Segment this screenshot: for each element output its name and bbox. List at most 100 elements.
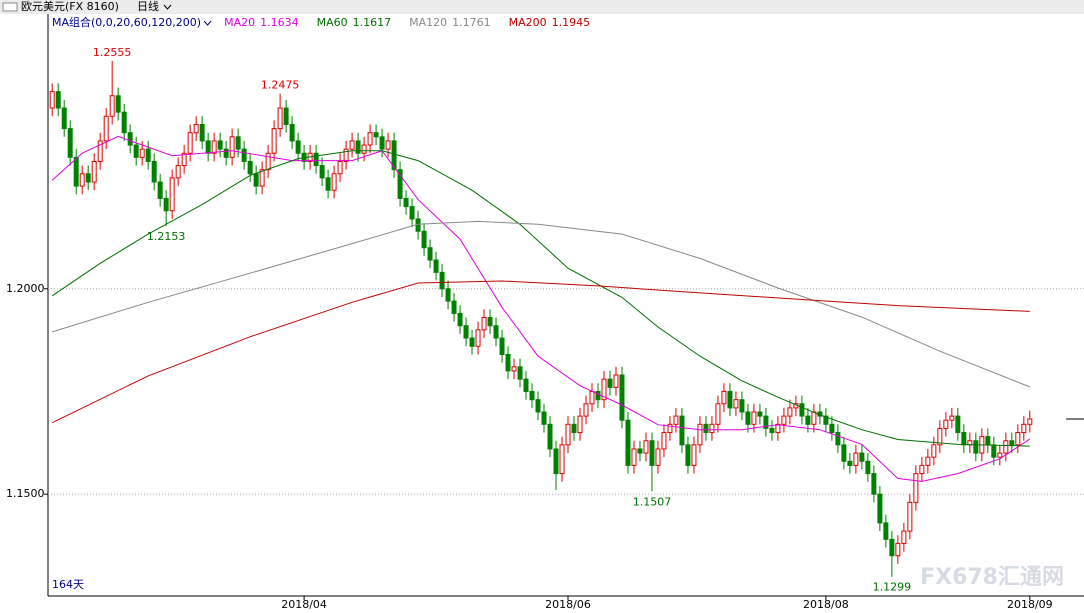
candle-up: [751, 411, 757, 425]
candle-down: [391, 140, 397, 171]
candle-down: [763, 415, 769, 429]
candle-up: [631, 448, 637, 466]
candle-down: [247, 160, 253, 175]
candle-down: [157, 181, 163, 199]
candle-up: [481, 317, 487, 331]
y-tick-label: 1.1500: [6, 487, 45, 500]
candle-up: [193, 123, 199, 134]
candle-up: [691, 444, 697, 466]
symbol: 欧元美元(FX 8160): [21, 0, 119, 13]
candle-down: [223, 148, 229, 158]
candle-down: [595, 390, 601, 401]
candle-up: [733, 399, 739, 409]
candle-down: [607, 378, 613, 388]
candle-down: [445, 288, 451, 302]
candle-down: [847, 460, 853, 466]
candle-down: [199, 123, 205, 142]
candle-down: [547, 423, 553, 450]
candle-down: [871, 473, 877, 495]
candle-down: [427, 247, 433, 261]
candle-down: [121, 111, 127, 134]
candle-down: [649, 440, 655, 466]
candle-down: [373, 132, 379, 138]
candle-down: [295, 140, 301, 154]
candle-up: [1015, 432, 1021, 446]
candle-down: [85, 173, 91, 183]
candle-up: [1027, 418, 1033, 425]
candle-down: [313, 152, 319, 167]
plot-area: [48, 14, 1084, 596]
candle-down: [835, 432, 841, 446]
candle-up: [787, 407, 793, 417]
candle-down: [553, 448, 559, 475]
candle-up: [925, 456, 931, 466]
candle-up: [139, 148, 145, 158]
candle-up: [667, 423, 673, 434]
candle-down: [889, 538, 895, 557]
candle-down: [355, 140, 361, 154]
candle-up: [565, 423, 571, 446]
legend-name: MA120: [409, 16, 447, 29]
low-label: 1.1507: [633, 495, 672, 508]
symbol-icon: [2, 2, 18, 12]
candle-up: [901, 530, 907, 544]
candle-down: [289, 123, 295, 142]
candle-down: [61, 107, 67, 130]
candle-down: [163, 197, 169, 212]
candle-up: [175, 165, 181, 179]
candle-up: [475, 329, 481, 347]
candle-down: [283, 107, 289, 125]
candle-down: [799, 403, 805, 417]
candle-up: [721, 390, 727, 405]
candle-down: [823, 415, 829, 425]
legend-name: MA60: [317, 16, 348, 29]
ma-line: [51, 280, 1030, 424]
candle-down: [829, 423, 835, 434]
candle-down: [841, 444, 847, 462]
count-label: 164天: [52, 578, 84, 591]
candle-down: [805, 415, 811, 425]
candle-up: [949, 415, 955, 421]
candle-up: [103, 115, 109, 142]
candle-up: [349, 140, 355, 150]
candle-up: [643, 440, 649, 454]
candle-down: [505, 353, 511, 372]
candle-down: [955, 415, 961, 434]
candle-down: [877, 493, 883, 524]
candle-down: [727, 390, 733, 409]
low-label: 1.1299: [873, 581, 912, 594]
candle-up: [673, 415, 679, 425]
high-label: 1.2475: [261, 79, 300, 92]
candle-up: [343, 148, 349, 162]
candle-up: [1021, 423, 1027, 434]
candle-up: [331, 173, 337, 191]
period: 日线: [137, 0, 159, 13]
candle-up: [997, 452, 1003, 458]
ma-line: [51, 150, 1030, 447]
candle-up: [577, 415, 583, 434]
candle-up: [1003, 440, 1009, 454]
indicator-label[interactable]: MA组合(0,0,20,60,120,200): [52, 15, 201, 29]
candle-down: [517, 366, 523, 380]
candle-down: [469, 337, 475, 347]
period-arrow[interactable]: [163, 4, 172, 10]
ma-line: [52, 220, 1030, 388]
candle-up: [385, 140, 391, 150]
candle-down: [493, 325, 499, 339]
candle-up: [211, 140, 217, 154]
candle-up: [367, 132, 373, 146]
candle-up: [271, 128, 277, 154]
legend: MA组合(0,0,20,60,120,200) MA20 1.1634 MA60 1.…: [52, 15, 590, 29]
candle-down: [637, 448, 643, 454]
watermark: FX678汇通网: [920, 565, 1064, 590]
candle-down: [421, 230, 427, 249]
candle-down: [859, 452, 865, 462]
candle-down: [73, 156, 79, 187]
candle-down: [685, 444, 691, 466]
candle-up: [97, 140, 103, 162]
candle-down: [457, 312, 463, 327]
x-tick-label: 2018/09: [1007, 598, 1053, 611]
x-tick-label: 2018/06: [545, 598, 591, 611]
candle-up: [169, 177, 175, 212]
candle-down: [127, 132, 133, 146]
